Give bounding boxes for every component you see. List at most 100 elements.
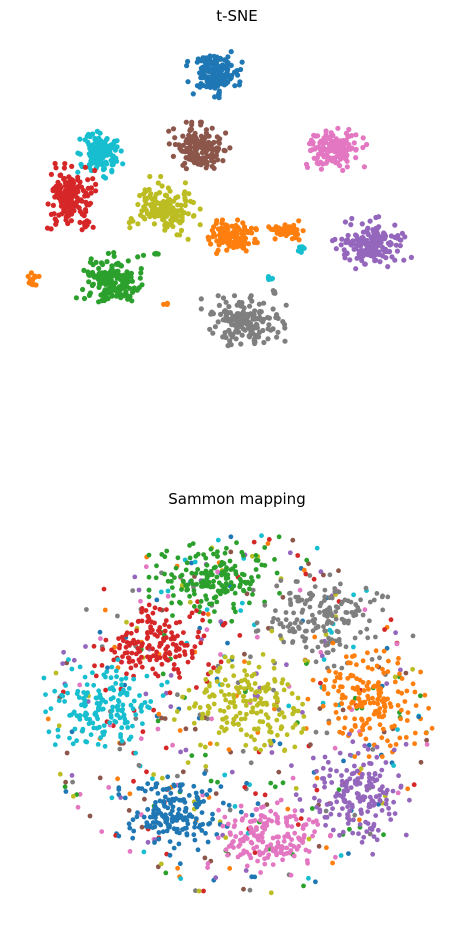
data-point [175,202,181,208]
data-point [310,677,316,683]
data-point [218,652,223,657]
data-point [246,321,252,327]
data-point [337,812,342,818]
data-point [93,156,100,162]
data-point [231,695,237,700]
data-point [278,633,283,639]
data-point [353,724,358,729]
data-point [167,651,173,657]
data-point [320,703,326,709]
data-point [360,658,366,664]
data-point [207,683,212,689]
data-point [145,781,151,787]
data-point [295,695,301,701]
data-point [254,710,260,716]
data-point [153,671,158,677]
data-point [244,780,250,786]
data-point [160,213,166,219]
data-point [328,142,334,148]
data-point [408,254,414,260]
data-point [219,682,225,687]
data-point [183,119,189,125]
data-point [321,657,327,662]
data-point [62,784,68,790]
data-point [248,581,253,587]
data-point [90,176,96,182]
data-point [377,706,383,711]
data-point [64,750,70,756]
data-point [250,587,256,593]
data-point [197,222,203,228]
data-point [189,570,195,576]
data-point [226,802,232,808]
data-point [301,567,307,573]
data-point [257,689,262,694]
data-point [116,699,122,705]
data-point [391,747,397,753]
data-point [292,228,298,234]
data-point [322,784,327,790]
data-point [96,265,102,272]
data-point [260,652,266,657]
data-point [50,188,56,194]
data-point [355,703,361,709]
data-point [319,653,325,659]
data-point [347,705,352,710]
data-point [245,228,251,235]
data-point [384,787,390,793]
data-point [262,742,267,748]
data-point [227,145,233,151]
data-point [368,781,374,787]
data-point [76,714,82,720]
data-point [361,834,367,840]
data-point [370,747,376,752]
data-point [250,705,256,711]
data-point [336,636,342,642]
data-point [146,552,152,558]
data-point [269,750,275,755]
data-point [203,764,209,769]
data-point [405,786,411,792]
data-point [333,670,339,675]
data-point [284,845,290,851]
data-point [162,227,168,233]
data-point [185,211,191,217]
data-point [97,700,103,706]
data-point [180,769,186,775]
data-point [187,153,193,159]
data-point [70,200,76,206]
data-point [300,710,305,715]
data-point [252,737,257,743]
data-point [346,618,351,624]
data-point [139,654,144,660]
data-point [167,839,173,844]
data-point [241,698,246,704]
data-point [301,822,307,828]
data-point [211,665,217,671]
data-point [150,776,155,782]
data-point [330,806,335,811]
data-point [131,676,137,682]
data-point [93,181,99,187]
data-point [361,762,366,768]
data-point [272,236,278,242]
data-point [318,680,323,686]
data-point [182,826,188,831]
data-point [326,136,332,142]
data-point [315,644,321,650]
data-point [254,827,259,832]
data-point [139,609,145,615]
data-point [174,815,180,820]
data-point [245,241,252,247]
data-point [207,787,213,793]
data-point [93,188,99,194]
data-point [353,245,359,252]
data-point [123,292,129,298]
data-point [270,226,276,233]
data-point [270,326,276,332]
data-point [210,584,216,590]
data-point [389,254,395,260]
data-point [224,545,229,551]
data-point [102,607,108,613]
